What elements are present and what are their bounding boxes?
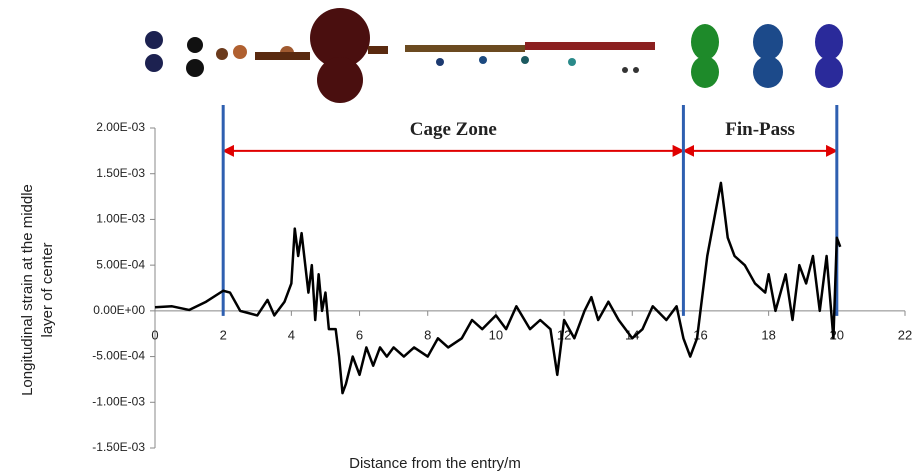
y-axis-title: Longitudinal strain at the middle <box>19 184 36 396</box>
y-tick-label: 0.00E+00 <box>93 303 145 317</box>
y-tick-label: 5.00E-04 <box>96 257 145 271</box>
y-tick-label: 2.00E-03 <box>96 120 145 134</box>
roll-stand-illustration <box>145 8 843 103</box>
x-tick-label: 12 <box>557 327 571 342</box>
y-tick-label: -1.00E-03 <box>92 394 145 408</box>
x-axis-title: Distance from the entry/m <box>349 455 521 472</box>
x-tick-label: 8 <box>424 327 431 342</box>
y-tick-label: 1.00E-03 <box>96 212 145 226</box>
zone-label: Cage Zone <box>410 119 497 140</box>
x-tick-label: 2 <box>220 327 227 342</box>
zone-label: Fin-Pass <box>725 119 795 140</box>
y-tick-label: -1.50E-03 <box>92 440 145 454</box>
x-tick-label: 22 <box>898 327 912 342</box>
x-tick-label: 18 <box>761 327 775 342</box>
x-tick-label: 10 <box>489 327 503 342</box>
x-tick-label: 6 <box>356 327 363 342</box>
x-tick-label: 4 <box>288 327 295 342</box>
data-line <box>154 181 842 395</box>
x-tick-label: 14 <box>625 327 639 342</box>
x-tick-label: 0 <box>151 327 158 342</box>
y-axis-title: layer of center <box>39 242 56 337</box>
y-tick-label: 1.50E-03 <box>96 166 145 180</box>
y-tick-label: -5.00E-04 <box>92 349 145 363</box>
